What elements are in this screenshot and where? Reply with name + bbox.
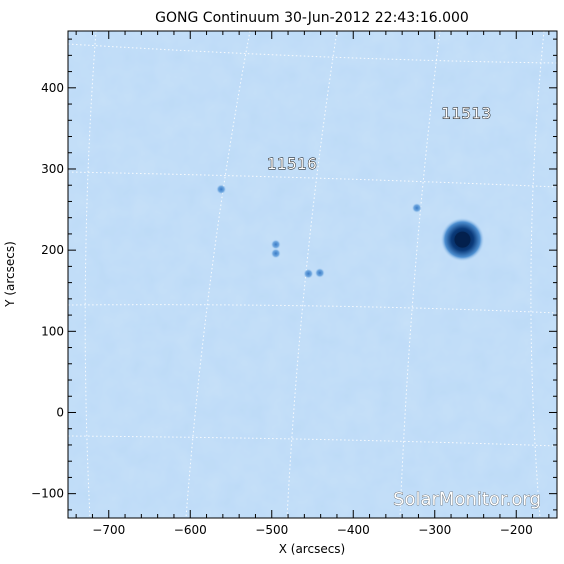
x-tick-label: −200 <box>500 523 533 537</box>
y-tick-label: 400 <box>41 81 64 95</box>
y-tick-label: 200 <box>41 243 64 257</box>
x-tick-label: −700 <box>92 523 125 537</box>
heliographic-grid <box>68 31 557 518</box>
sunspot <box>314 267 325 278</box>
active-region-label: 11516 <box>267 155 317 173</box>
sunspot-layer <box>216 184 485 279</box>
y-tick-label: −100 <box>31 487 64 501</box>
chart-title: GONG Continuum 30-Jun-2012 22:43:16.000 <box>155 10 469 26</box>
y-tick-label: 300 <box>41 162 64 176</box>
y-tick-label: 100 <box>41 324 64 338</box>
y-axis-title: Y (arcsecs) <box>3 241 17 308</box>
sunspot <box>270 248 281 259</box>
watermark-text: SolarMonitor.org <box>393 489 541 510</box>
x-axis-title: X (arcsecs) <box>279 542 346 556</box>
sunspot <box>270 239 281 250</box>
sunspot <box>216 184 227 195</box>
sunspot <box>303 268 314 279</box>
x-axis-ticks: −700 −600 −500 −400 −300 −200 <box>75 31 550 537</box>
plot-frame <box>67 30 558 519</box>
sunspot-umbra <box>454 231 471 248</box>
x-tick-label: −300 <box>418 523 451 537</box>
x-tick-label: −400 <box>337 523 370 537</box>
y-tick-label: 0 <box>56 405 64 419</box>
y-axis-ticks: −100 0 100 200 300 400 <box>31 38 557 511</box>
sunspot <box>411 202 422 213</box>
x-tick-label: −500 <box>255 523 288 537</box>
active-region-labels: 11513 11516 <box>267 104 492 173</box>
x-tick-label: −600 <box>174 523 207 537</box>
active-region-label: 11513 <box>441 105 491 123</box>
